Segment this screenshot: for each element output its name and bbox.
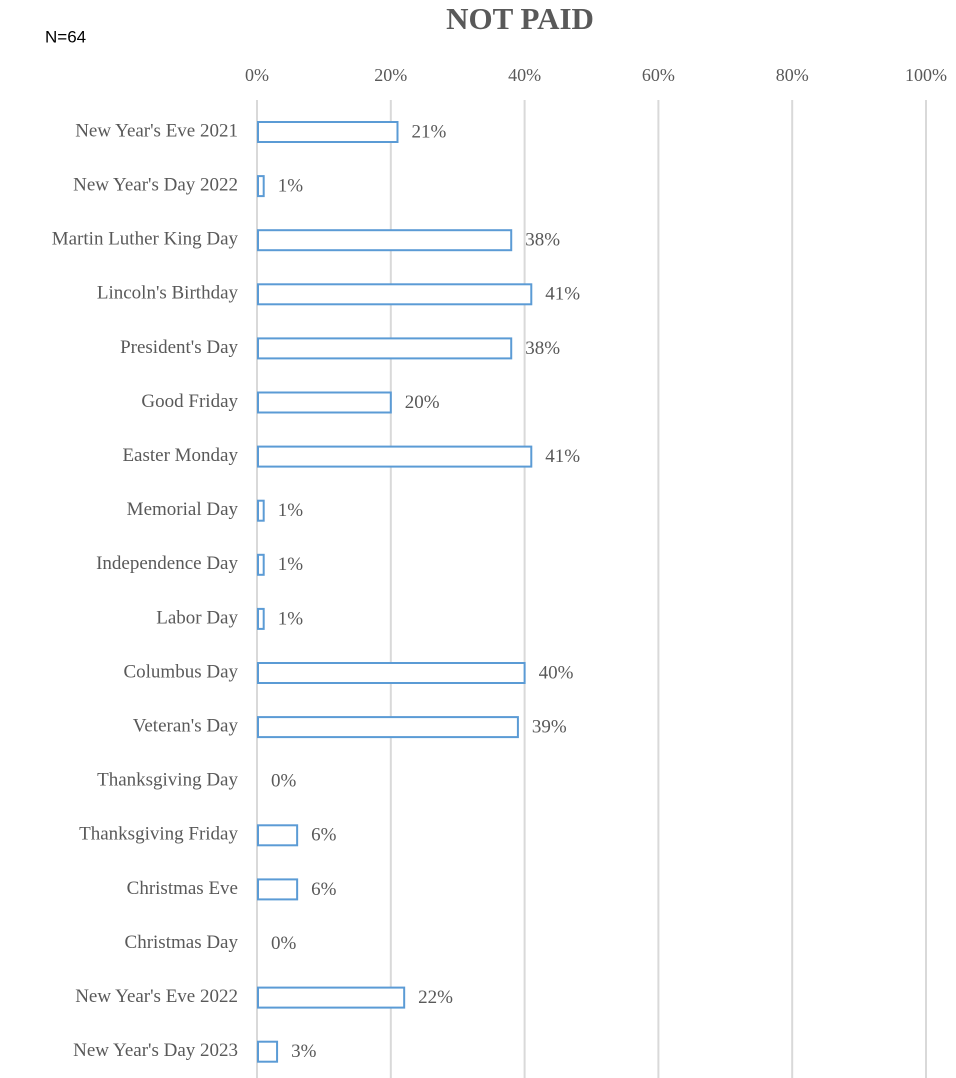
x-tick-label: 100% xyxy=(905,65,947,85)
y-tick-label: Labor Day xyxy=(156,607,238,628)
data-label: 6% xyxy=(311,879,337,900)
x-tick-label: 60% xyxy=(642,65,675,85)
y-tick-label: Lincoln's Birthday xyxy=(97,283,239,304)
y-tick-label: New Year's Day 2022 xyxy=(73,174,238,195)
bar xyxy=(257,553,265,576)
data-label: 6% xyxy=(311,825,337,846)
bar xyxy=(257,121,399,143)
bar xyxy=(257,878,299,901)
y-tick-label: Easter Monday xyxy=(122,445,238,466)
bar xyxy=(257,986,406,1009)
data-label: 1% xyxy=(278,175,304,196)
data-label: 39% xyxy=(532,716,567,737)
bar xyxy=(257,1040,279,1063)
bar xyxy=(257,337,513,360)
y-tick-label: Martin Luther King Day xyxy=(52,229,239,250)
data-label: 1% xyxy=(278,500,304,521)
data-label: 1% xyxy=(278,554,304,575)
bar xyxy=(257,824,299,847)
data-label: 1% xyxy=(278,608,304,629)
data-label: 21% xyxy=(411,121,446,142)
y-tick-label: Memorial Day xyxy=(127,499,239,520)
x-tick-label: 20% xyxy=(374,65,407,85)
y-tick-label: Christmas Eve xyxy=(127,878,238,899)
x-tick-label: 40% xyxy=(508,65,541,85)
y-tick-label: Good Friday xyxy=(141,391,238,412)
y-tick-label: New Year's Eve 2021 xyxy=(75,120,238,141)
bar xyxy=(257,391,392,414)
data-label: 22% xyxy=(418,987,453,1008)
y-tick-label: Thanksgiving Day xyxy=(97,770,238,791)
bar xyxy=(257,445,533,468)
y-tick-label: Christmas Day xyxy=(125,932,239,953)
data-label: 41% xyxy=(545,446,580,467)
bar xyxy=(257,716,519,739)
bar xyxy=(257,607,265,630)
data-label: 0% xyxy=(271,933,297,954)
y-tick-label: New Year's Day 2023 xyxy=(73,1040,238,1061)
y-tick-label: Columbus Day xyxy=(123,661,238,682)
y-tick-label: President's Day xyxy=(120,337,238,358)
data-label: 40% xyxy=(539,662,574,683)
y-tick-label: Veteran's Day xyxy=(133,715,239,736)
data-label: 3% xyxy=(291,1041,317,1062)
sample-size-note: N=64 xyxy=(45,27,86,46)
chart-title: NOT PAID xyxy=(446,1,594,36)
data-label: 0% xyxy=(271,771,297,792)
bar xyxy=(257,662,526,684)
data-label: 38% xyxy=(525,338,560,359)
y-tick-label: Independence Day xyxy=(96,553,238,574)
data-label: 41% xyxy=(545,284,580,305)
x-tick-label: 80% xyxy=(776,65,809,85)
bar xyxy=(257,283,533,306)
bar xyxy=(257,175,265,198)
data-label: 20% xyxy=(405,392,440,413)
y-tick-label: Thanksgiving Friday xyxy=(79,824,238,845)
data-label: 38% xyxy=(525,230,560,251)
bar xyxy=(257,229,513,252)
x-tick-label: 0% xyxy=(245,65,269,85)
bar xyxy=(257,499,265,522)
y-tick-label: New Year's Eve 2022 xyxy=(75,986,238,1007)
